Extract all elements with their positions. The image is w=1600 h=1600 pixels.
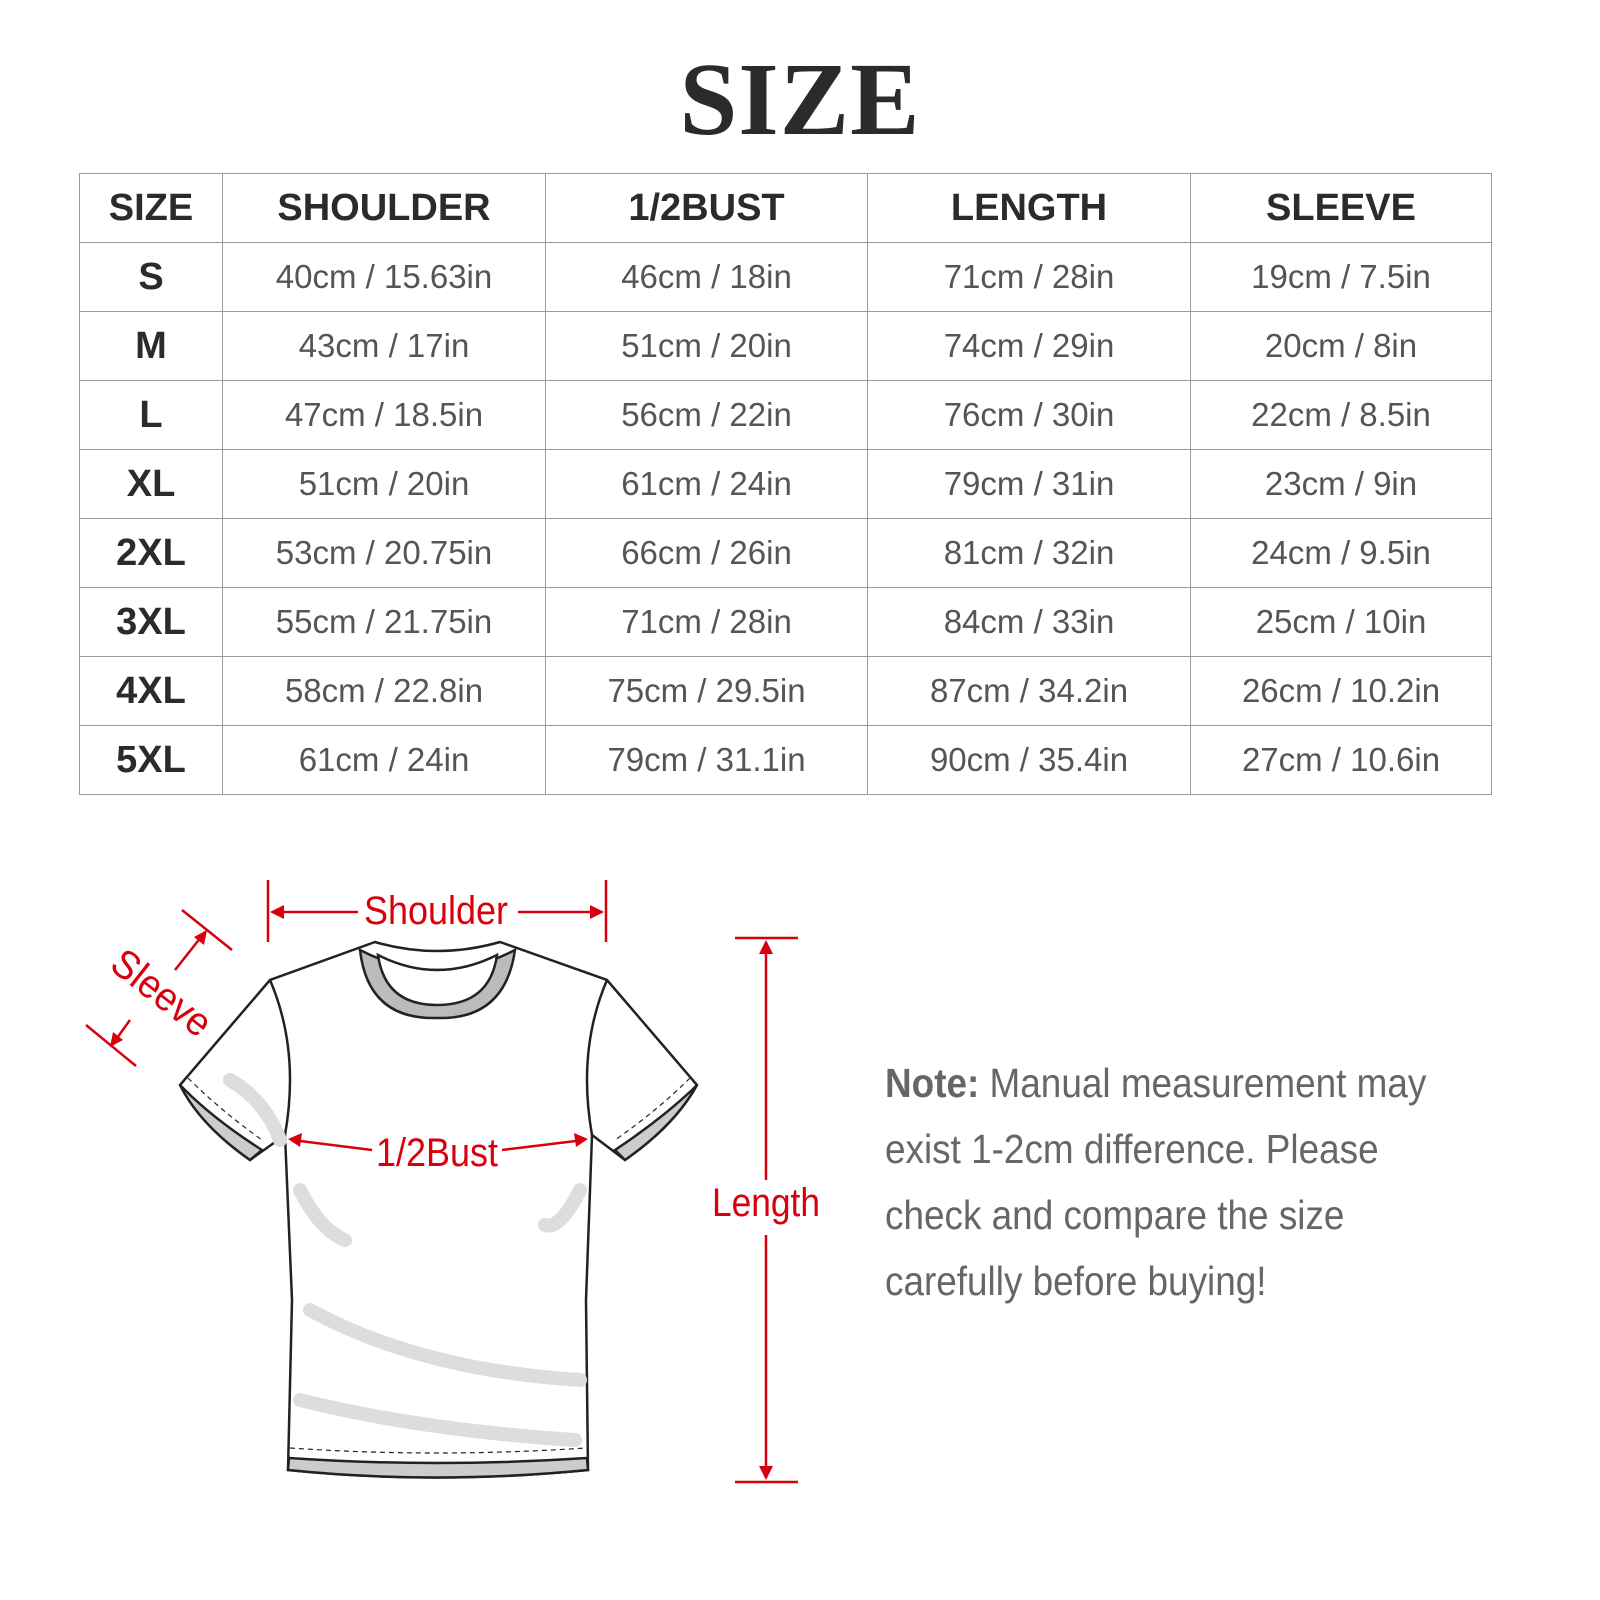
table-row: M 43cm / 17in 51cm / 20in 74cm / 29in 20cm /…: [79, 311, 1492, 381]
measurement-arrows: [85, 880, 798, 1484]
size-cell: 2XL: [79, 518, 223, 588]
note-label: Note:: [885, 1060, 980, 1106]
column-header: LENGTH: [867, 173, 1191, 243]
tshirt-outline: [178, 940, 699, 1479]
table-row: 5XL 61cm / 24in 79cm / 31.1in 90cm / 35.4in…: [79, 725, 1492, 795]
size-cell: L: [79, 380, 223, 450]
measurement-cell: 81cm / 32in: [867, 518, 1191, 588]
measurement-cell: 56cm / 22in: [545, 380, 868, 450]
measurement-cell: 40cm / 15.63in: [222, 242, 546, 312]
measurement-cell: 71cm / 28in: [545, 587, 868, 657]
column-header: 1/2BUST: [545, 173, 868, 243]
size-cell: XL: [79, 449, 223, 519]
measurement-cell: 26cm / 10.2in: [1190, 656, 1492, 726]
measurement-cell: 19cm / 7.5in: [1190, 242, 1492, 312]
measurement-cell: 75cm / 29.5in: [545, 656, 868, 726]
table-row: XL 51cm / 20in 61cm / 24in 79cm / 31in 23cm …: [79, 449, 1492, 519]
size-cell: S: [79, 242, 223, 312]
size-cell: M: [79, 311, 223, 381]
note-text: Manual measurement may exist 1-2cm diffe…: [885, 1060, 1427, 1304]
bust-label: 1/2Bust: [376, 1131, 498, 1175]
table-row: L 47cm / 18.5in 56cm / 22in 76cm / 30in 22cm…: [79, 380, 1492, 450]
measurement-cell: 20cm / 8in: [1190, 311, 1492, 381]
measurement-cell: 53cm / 20.75in: [222, 518, 546, 588]
measurement-cell: 76cm / 30in: [867, 380, 1191, 450]
measurement-cell: 51cm / 20in: [545, 311, 868, 381]
measurement-cell: 27cm / 10.6in: [1190, 725, 1492, 795]
measurement-cell: 90cm / 35.4in: [867, 725, 1191, 795]
table-row: 2XL 53cm / 20.75in 66cm / 26in 81cm / 32in 2…: [79, 518, 1492, 588]
measurement-cell: 79cm / 31in: [867, 449, 1191, 519]
measurement-cell: 58cm / 22.8in: [222, 656, 546, 726]
shoulder-label: Shoulder: [364, 889, 508, 933]
size-cell: 3XL: [79, 587, 223, 657]
measurement-cell: 24cm / 9.5in: [1190, 518, 1492, 588]
tshirt-diagram: Shoulder 1/2Bust Length Sleeve: [85, 880, 820, 1484]
measurement-cell: 74cm / 29in: [867, 311, 1191, 381]
column-header: SIZE: [79, 173, 223, 243]
table-row: 3XL 55cm / 21.75in 71cm / 28in 84cm / 33in 2…: [79, 587, 1492, 657]
measurement-cell: 71cm / 28in: [867, 242, 1191, 312]
measurement-cell: 23cm / 9in: [1190, 449, 1492, 519]
length-label: Length: [712, 1181, 820, 1225]
measurement-cell: 22cm / 8.5in: [1190, 380, 1492, 450]
table-row: 4XL 58cm / 22.8in 75cm / 29.5in 87cm / 34.2…: [79, 656, 1492, 726]
size-cell: 4XL: [79, 656, 223, 726]
page-title: SIZE: [679, 42, 921, 157]
table-header-row: SIZE SHOULDER 1/2BUST LENGTH SLEEVE: [79, 173, 1492, 243]
measurement-cell: 55cm / 21.75in: [222, 587, 546, 657]
column-header: SHOULDER: [222, 173, 546, 243]
size-cell: 5XL: [79, 725, 223, 795]
column-header: SLEEVE: [1190, 173, 1492, 243]
measurement-cell: 51cm / 20in: [222, 449, 546, 519]
size-table: SIZE SHOULDER 1/2BUST LENGTH SLEEVE S 40cm / …: [79, 173, 1492, 795]
measurement-cell: 43cm / 17in: [222, 311, 546, 381]
sleeve-label: Sleeve: [102, 940, 220, 1045]
measurement-cell: 87cm / 34.2in: [867, 656, 1191, 726]
measurement-cell: 46cm / 18in: [545, 242, 868, 312]
measurement-cell: 79cm / 31.1in: [545, 725, 868, 795]
measurement-cell: 61cm / 24in: [222, 725, 546, 795]
measurement-note: Note: Manual measurement may exist 1-2cm…: [885, 1050, 1461, 1314]
measurement-cell: 47cm / 18.5in: [222, 380, 546, 450]
measurement-cell: 84cm / 33in: [867, 587, 1191, 657]
tshirt-fold-shading: [223, 1073, 587, 1447]
measurement-cell: 25cm / 10in: [1190, 587, 1492, 657]
table-row: S 40cm / 15.63in 46cm / 18in 71cm / 28in 19c…: [79, 242, 1492, 312]
measurement-cell: 61cm / 24in: [545, 449, 868, 519]
measurement-cell: 66cm / 26in: [545, 518, 868, 588]
